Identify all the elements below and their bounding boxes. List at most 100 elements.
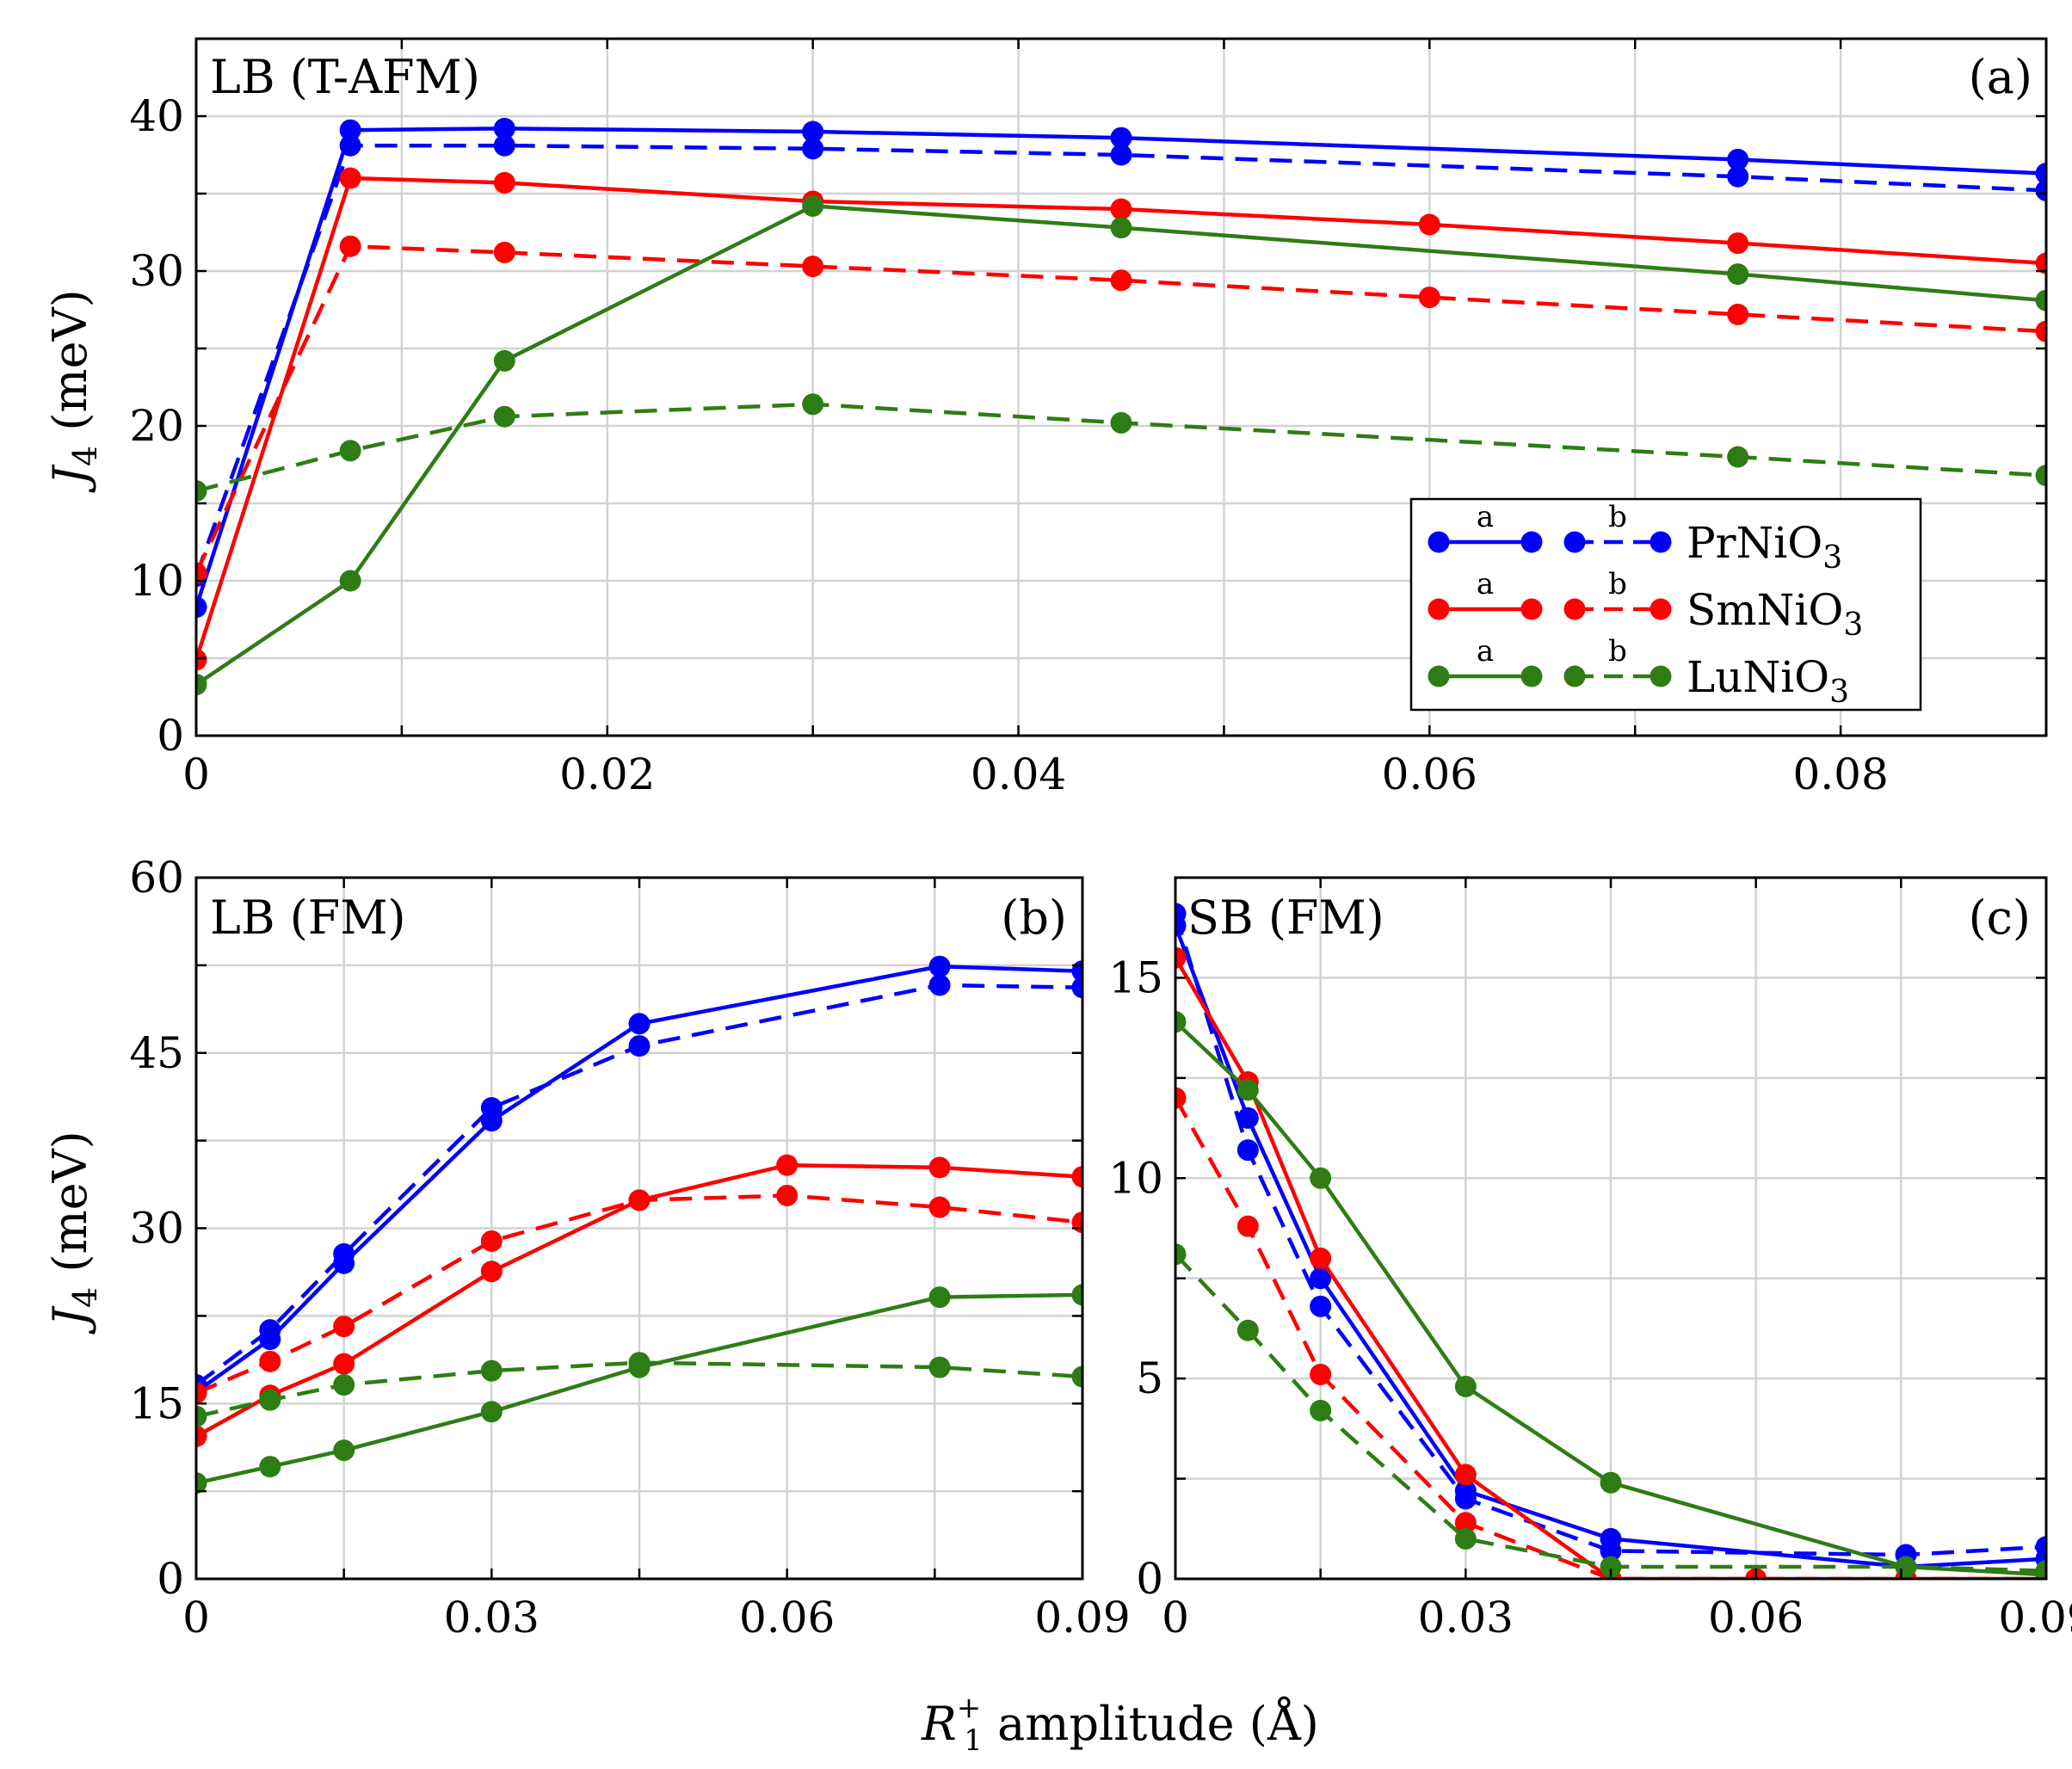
legend-entry-SmNiO3: a b SmNiO3 bbox=[1428, 567, 1863, 643]
data-point-LuNiO3-dashed bbox=[1454, 1527, 1477, 1550]
data-point-PrNiO3-dashed bbox=[2035, 179, 2046, 201]
legend-marker bbox=[1650, 665, 1672, 687]
series-line-SmNiO3-dashed bbox=[196, 1193, 1082, 1396]
panel-b-series bbox=[196, 955, 1082, 1495]
data-point-PrNiO3-dashed bbox=[1175, 903, 1187, 925]
panel-c-title: SB (FM) bbox=[1187, 891, 1384, 945]
data-point-SmNiO3-dashed bbox=[776, 1184, 799, 1206]
panel-a-ticks: 0 0.02 0.04 0.06 0.08 0 10 20 30 40 bbox=[129, 39, 2048, 799]
data-point-LuNiO3-solid bbox=[339, 570, 361, 592]
data-point-LuNiO3-dashed bbox=[2035, 465, 2046, 487]
panel-c-plot-area bbox=[1175, 903, 2046, 1579]
legend-marker bbox=[1520, 531, 1543, 553]
data-point-LuNiO3-dashed bbox=[1310, 1399, 1332, 1421]
data-point-LuNiO3-dashed bbox=[1895, 1556, 1917, 1578]
legend-label-sub: 3 bbox=[1829, 675, 1849, 710]
legend-entry-LuNiO3: a b LuNiO3 bbox=[1428, 634, 1849, 710]
panel-b-ytick-label: 30 bbox=[129, 1204, 184, 1254]
data-point-PrNiO3-solid bbox=[628, 1013, 651, 1035]
legend-label-sub: 3 bbox=[1843, 607, 1863, 643]
data-point-PrNiO3-dashed bbox=[2035, 1536, 2046, 1558]
data-point-PrNiO3-solid bbox=[493, 117, 515, 139]
data-point-LuNiO3-dashed bbox=[802, 393, 824, 416]
data-point-PrNiO3-dashed bbox=[802, 138, 824, 160]
panel-b-ytick-label: 45 bbox=[129, 1028, 184, 1078]
legend-marker bbox=[1563, 598, 1586, 620]
panel-b-label: (b) bbox=[1001, 891, 1067, 945]
x-axis-label-sub: 1 bbox=[964, 1723, 983, 1758]
panel-b-xtick-label: 0.03 bbox=[444, 1593, 540, 1643]
data-point-SmNiO3-solid bbox=[776, 1154, 799, 1176]
panel-c-ytick-label: 0 bbox=[1136, 1554, 1163, 1604]
data-point-SmNiO3-dashed bbox=[1236, 1215, 1259, 1237]
data-point-PrNiO3-dashed bbox=[1727, 165, 1749, 188]
legend-b-label: b bbox=[1608, 634, 1627, 669]
data-point-PrNiO3-solid bbox=[196, 596, 207, 619]
panel-b-xtick-label: 0 bbox=[182, 1593, 210, 1643]
data-point-SmNiO3-dashed bbox=[259, 1350, 281, 1372]
panel-a-ytick-label: 20 bbox=[129, 401, 184, 451]
data-point-PrNiO3-dashed bbox=[333, 1242, 355, 1265]
data-point-SmNiO3-dashed bbox=[480, 1230, 503, 1252]
data-point-PrNiO3-dashed bbox=[339, 134, 361, 157]
data-point-SmNiO3-dashed bbox=[1310, 1363, 1332, 1385]
data-point-SmNiO3-solid bbox=[1727, 232, 1749, 255]
panel-b-ytick-label: 60 bbox=[129, 853, 184, 903]
legend-marker bbox=[1428, 665, 1450, 687]
data-point-LuNiO3-solid bbox=[1600, 1471, 1622, 1494]
panel-b-ytick-label: 15 bbox=[129, 1378, 184, 1428]
data-point-LuNiO3-solid bbox=[1454, 1375, 1477, 1397]
data-point-LuNiO3-dashed bbox=[259, 1389, 281, 1411]
x-axis-label-r: R bbox=[921, 1697, 957, 1751]
x-axis-label-sup: + bbox=[957, 1691, 982, 1725]
legend-marker bbox=[1563, 665, 1586, 687]
data-point-LuNiO3-solid bbox=[2035, 289, 2046, 311]
data-point-LuNiO3-dashed bbox=[196, 1405, 207, 1427]
legend-label-sub: 3 bbox=[1822, 540, 1842, 576]
data-point-LuNiO3-solid bbox=[196, 674, 207, 696]
data-point-PrNiO3-dashed bbox=[493, 134, 515, 157]
panel-a-ylabel-sub: 4 bbox=[66, 446, 104, 466]
data-point-PrNiO3-dashed bbox=[1071, 977, 1082, 999]
data-point-LuNiO3-solid bbox=[259, 1456, 281, 1478]
data-point-LuNiO3-dashed bbox=[333, 1374, 355, 1396]
data-point-LuNiO3-solid bbox=[333, 1439, 355, 1462]
data-point-LuNiO3-solid bbox=[1727, 263, 1749, 286]
data-point-SmNiO3-solid bbox=[928, 1156, 951, 1179]
data-point-LuNiO3-solid bbox=[493, 349, 515, 372]
panel-a-xtick-label: 0.08 bbox=[1792, 749, 1888, 799]
panel-c-xtick-label: 0 bbox=[1162, 1593, 1189, 1643]
panel-c-ytick-label: 15 bbox=[1108, 952, 1163, 1002]
data-point-SmNiO3-dashed bbox=[802, 256, 824, 278]
panel-a-xtick-label: 0.04 bbox=[971, 749, 1066, 799]
data-point-PrNiO3-solid bbox=[1110, 126, 1132, 149]
panel-b-frame bbox=[194, 876, 1084, 1581]
data-point-LuNiO3-dashed bbox=[339, 440, 361, 462]
data-point-PrNiO3-dashed bbox=[1454, 1488, 1477, 1510]
data-point-SmNiO3-solid bbox=[2035, 252, 2046, 274]
data-point-SmNiO3-solid bbox=[196, 649, 207, 671]
legend-marker bbox=[1520, 598, 1543, 620]
data-point-PrNiO3-solid bbox=[339, 119, 361, 141]
data-point-PrNiO3-dashed bbox=[1110, 144, 1132, 166]
data-point-SmNiO3-solid bbox=[1110, 198, 1132, 220]
series-line-SmNiO3-solid bbox=[196, 176, 2046, 661]
data-point-LuNiO3-solid bbox=[928, 1286, 951, 1309]
data-point-LuNiO3-dashed bbox=[1600, 1556, 1622, 1578]
data-point-LuNiO3-solid bbox=[802, 194, 824, 217]
data-point-LuNiO3-solid bbox=[1071, 1284, 1082, 1306]
legend-marker bbox=[1563, 531, 1586, 553]
panel-c-frame bbox=[1174, 876, 2048, 1581]
panel-b-plot-area bbox=[196, 955, 1082, 1495]
legend-label-name: SmNiO bbox=[1687, 585, 1843, 635]
data-point-LuNiO3-dashed bbox=[2035, 1560, 2046, 1579]
panel-c-xtick-label: 0.03 bbox=[1418, 1593, 1514, 1643]
data-point-SmNiO3-solid bbox=[1418, 213, 1440, 236]
legend-entry-PrNiO3: a b PrNiO3 bbox=[1428, 500, 1842, 576]
series-line-SmNiO3-dashed bbox=[1175, 1096, 2046, 1579]
legend-label-name: PrNiO bbox=[1687, 518, 1822, 568]
panel-a-ylabel-rest: (meV) bbox=[43, 289, 97, 445]
data-point-LuNiO3-solid bbox=[1236, 1079, 1259, 1101]
